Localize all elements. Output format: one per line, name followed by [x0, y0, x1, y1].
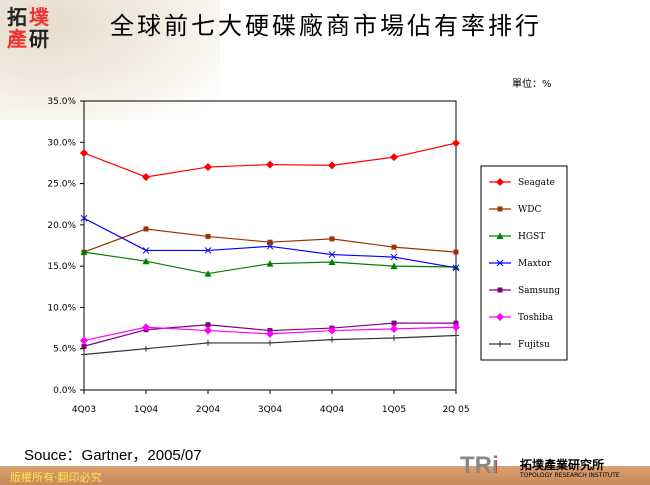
- data-point-toshiba: [452, 323, 460, 332]
- data-point-wdc: [391, 244, 397, 250]
- y-tick-label: 5.0%: [53, 345, 76, 355]
- y-tick-label: 30.0%: [47, 138, 76, 148]
- x-tick-label: 2Q04: [196, 405, 221, 415]
- x-tick-label: 2Q 05: [442, 405, 469, 415]
- legend-label-samsung: Samsung: [518, 286, 560, 296]
- data-point-toshiba: [142, 323, 150, 332]
- brand-english: TOPOLOGY RESEARCH INSTITUTE: [520, 472, 620, 479]
- data-point-seagate: [266, 160, 274, 169]
- data-point-maxtor: [142, 247, 150, 254]
- legend-label-wdc: WDC: [518, 205, 541, 215]
- legend-label-hgst: HGST: [518, 232, 545, 242]
- data-point-toshiba: [266, 329, 274, 338]
- data-point-fujitsu: [453, 332, 459, 339]
- legend-marker-seagate: [496, 178, 504, 186]
- y-tick-label: 15.0%: [47, 262, 76, 272]
- data-point-toshiba: [204, 326, 212, 335]
- legend-label-seagate: Seagate: [518, 178, 555, 188]
- x-tick-label: 1Q04: [134, 405, 159, 415]
- data-point-seagate: [452, 139, 460, 148]
- data-point-seagate: [80, 149, 88, 158]
- plot-area: [83, 100, 457, 391]
- y-tick-label: 0.0%: [53, 386, 76, 396]
- data-point-hgst: [390, 262, 398, 270]
- data-point-seagate: [204, 163, 212, 172]
- data-point-hgst: [204, 270, 212, 277]
- series-line-seagate: [83, 142, 457, 178]
- legend-label-fujitsu: Fujitsu: [518, 340, 550, 350]
- data-point-samsung: [391, 320, 397, 326]
- data-point-wdc: [453, 249, 459, 255]
- data-point-fujitsu: [329, 336, 335, 343]
- data-point-hgst: [80, 248, 88, 256]
- data-point-toshiba: [80, 336, 88, 345]
- page-title: 全球前七大硬碟廠商市場佔有率排行: [110, 12, 542, 40]
- data-point-maxtor: [80, 214, 88, 222]
- unit-label: 單位：%: [512, 79, 552, 90]
- data-point-wdc: [329, 236, 335, 242]
- y-tick-label: 35.0%: [47, 97, 76, 107]
- data-point-samsung: [205, 322, 211, 328]
- data-point-toshiba: [390, 324, 398, 333]
- y-tick-label: 25.0%: [47, 180, 76, 190]
- data-point-seagate: [390, 153, 398, 162]
- legend-marker-maxtor: [496, 259, 504, 267]
- legend-marker-hgst: [496, 232, 504, 239]
- data-point-samsung: [81, 343, 87, 349]
- legend-marker-wdc: [497, 206, 503, 212]
- x-tick-label: 4Q04: [320, 405, 345, 415]
- data-point-toshiba: [328, 326, 336, 335]
- data-point-samsung: [453, 320, 459, 326]
- data-point-hgst: [142, 257, 150, 265]
- footer-bar: [0, 466, 650, 485]
- y-tick-label: 20.0%: [47, 221, 76, 231]
- legend-marker-samsung: [497, 287, 503, 293]
- data-point-fujitsu: [143, 345, 149, 352]
- data-point-seagate: [142, 172, 150, 181]
- legend-label-maxtor: Maxtor: [518, 259, 552, 269]
- data-point-maxtor: [328, 251, 336, 258]
- brand-logo: TRi: [460, 452, 499, 479]
- data-point-maxtor: [204, 247, 212, 254]
- legend-label-toshiba: Toshiba: [518, 313, 554, 323]
- data-point-wdc: [267, 239, 273, 245]
- data-point-seagate: [328, 161, 336, 170]
- data-point-fujitsu: [81, 351, 87, 358]
- data-point-wdc: [205, 233, 211, 239]
- data-point-fujitsu: [391, 334, 397, 341]
- data-point-maxtor: [266, 242, 274, 250]
- data-point-maxtor: [390, 253, 398, 261]
- data-point-hgst: [328, 258, 336, 266]
- logo: 拓墣產研: [7, 5, 49, 51]
- data-point-hgst: [452, 263, 460, 270]
- x-tick-label: 3Q04: [258, 405, 283, 415]
- data-point-fujitsu: [267, 339, 273, 346]
- data-point-fujitsu: [205, 339, 211, 346]
- data-point-hgst: [266, 260, 274, 267]
- legend-marker-fujitsu: [497, 341, 503, 347]
- data-point-maxtor: [452, 264, 460, 272]
- x-tick-label: 1Q05: [382, 405, 406, 415]
- x-tick-label: 4Q03: [72, 405, 96, 415]
- data-point-wdc: [143, 226, 149, 232]
- copyright-text: 版權所有‧翻印必究: [10, 471, 102, 484]
- source-text: Souce：Gartner，2005/07: [24, 447, 202, 464]
- brand-name: 拓墣產業研究所: [520, 458, 605, 472]
- y-tick-label: 10.0%: [47, 303, 76, 313]
- background-map: [0, 0, 220, 120]
- legend-marker-toshiba: [496, 313, 504, 321]
